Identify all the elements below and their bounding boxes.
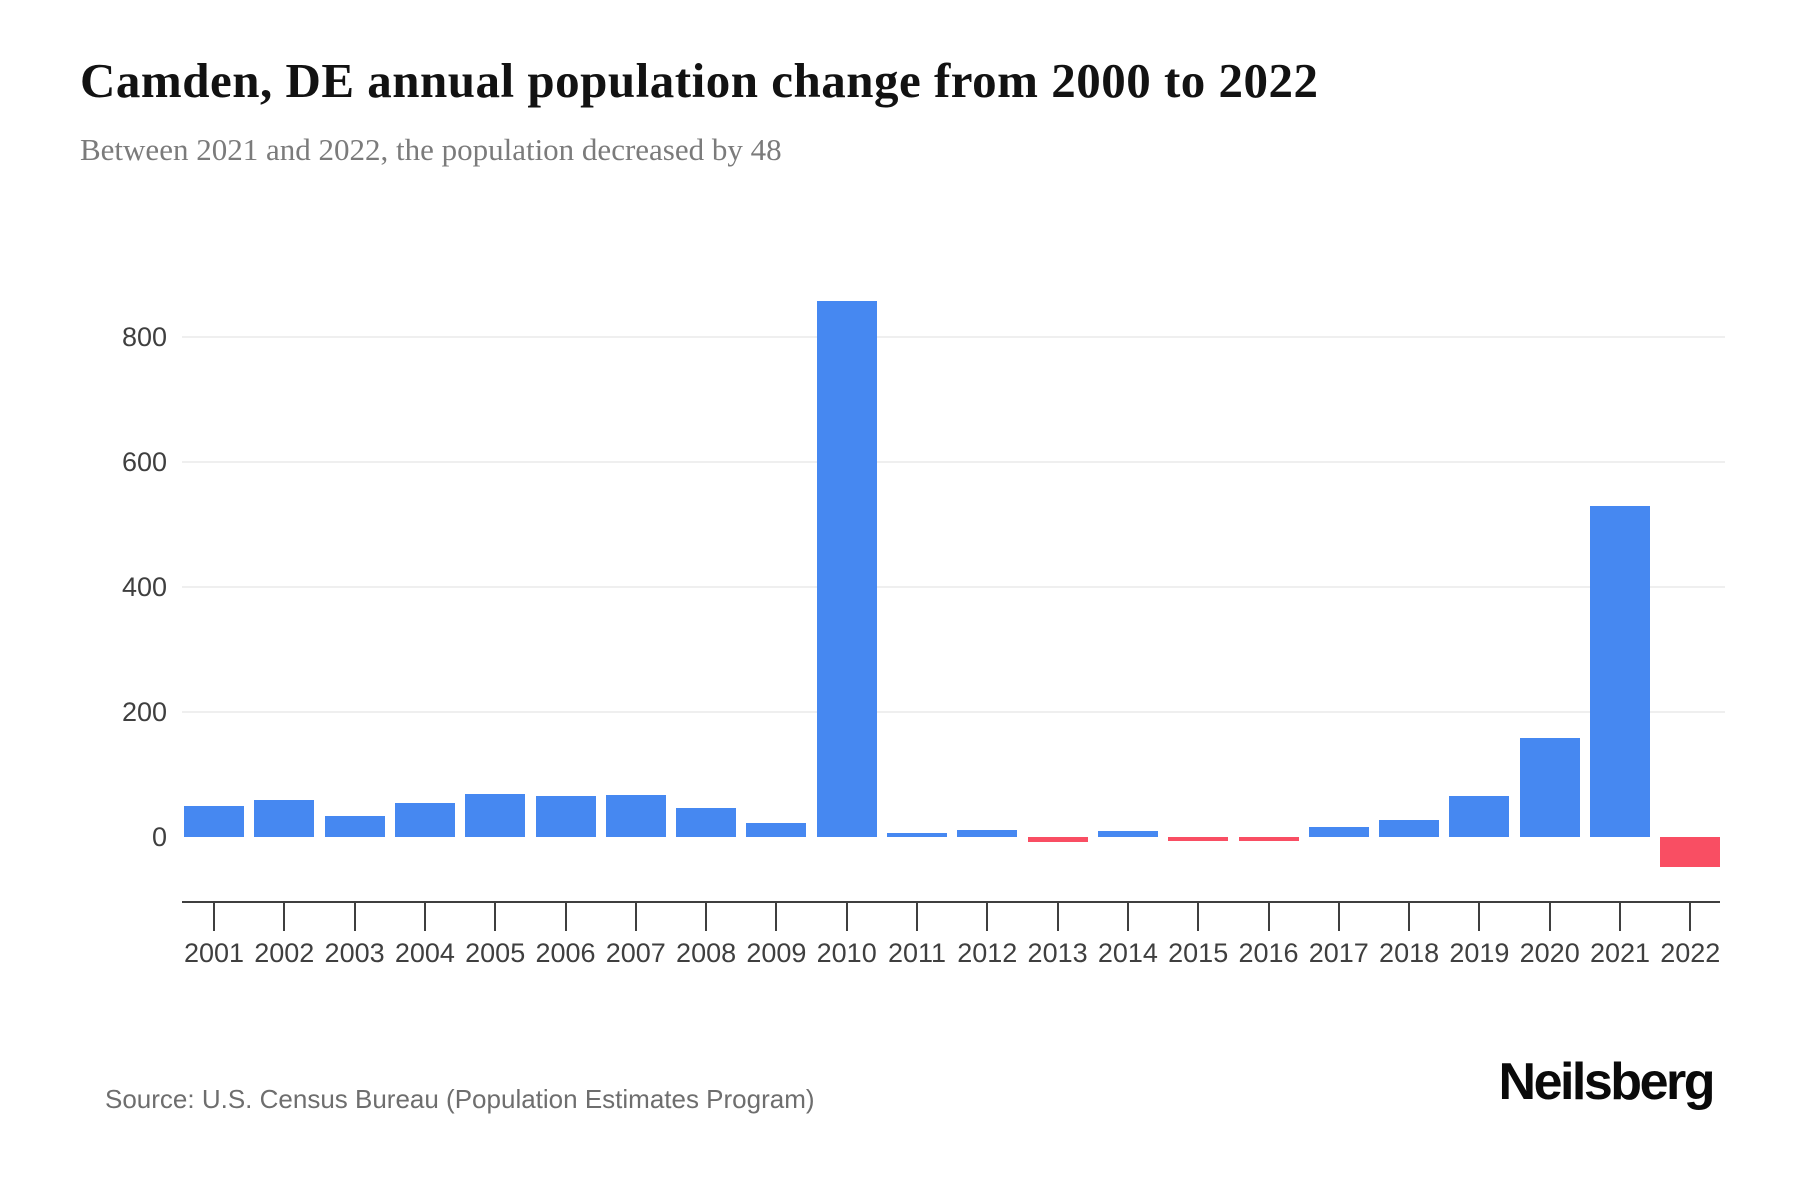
x-tick-label-2011: 2011 bbox=[887, 938, 947, 968]
bar-2004[interactable] bbox=[394, 802, 455, 837]
x-tick bbox=[1619, 903, 1621, 931]
x-tick-label-2004: 2004 bbox=[394, 938, 455, 968]
x-tick bbox=[1197, 903, 1200, 931]
neilsberg-logo: Neilsberg bbox=[1498, 1053, 1716, 1111]
x-tick bbox=[1689, 903, 1692, 931]
bar-2021[interactable] bbox=[1590, 505, 1650, 837]
gridline-600 bbox=[182, 461, 1725, 463]
x-tick bbox=[283, 903, 286, 931]
x-tick bbox=[1337, 903, 1340, 931]
bar-2012[interactable] bbox=[957, 829, 1018, 837]
y-axis-label: 400 bbox=[121, 572, 167, 602]
bar-2014[interactable] bbox=[1097, 830, 1158, 837]
x-tick bbox=[916, 903, 918, 931]
x-tick bbox=[1478, 903, 1481, 931]
bar-2017[interactable] bbox=[1308, 827, 1369, 837]
x-tick bbox=[1126, 903, 1129, 931]
source-note: Source: U.S. Census Bureau (Population E… bbox=[105, 1084, 815, 1114]
bar-2011[interactable] bbox=[887, 833, 947, 837]
x-tick bbox=[1056, 903, 1059, 931]
x-tick bbox=[564, 903, 567, 931]
x-tick-label-2019: 2019 bbox=[1449, 938, 1510, 968]
x-tick-label-2006: 2006 bbox=[535, 938, 596, 968]
chart-title: Camden, DE annual population change from… bbox=[80, 53, 1319, 108]
bar-2010[interactable] bbox=[816, 300, 877, 837]
x-tick-label-2017: 2017 bbox=[1308, 938, 1369, 968]
bar-2003[interactable] bbox=[324, 816, 385, 837]
x-tick bbox=[775, 903, 778, 931]
y-axis-label: 200 bbox=[121, 697, 167, 727]
x-tick bbox=[986, 903, 989, 931]
bar-2016[interactable] bbox=[1238, 837, 1299, 841]
x-tick-label-2007: 2007 bbox=[605, 938, 666, 968]
x-tick-label-2003: 2003 bbox=[324, 938, 385, 968]
gridline-800 bbox=[182, 336, 1725, 338]
bar-2009[interactable] bbox=[746, 822, 807, 837]
x-axis-line bbox=[182, 901, 1720, 903]
bar-2007[interactable] bbox=[605, 795, 666, 837]
x-tick bbox=[353, 903, 356, 931]
chart-subtitle: Between 2021 and 2022, the population de… bbox=[80, 132, 782, 167]
x-tick-label-2013: 2013 bbox=[1027, 938, 1088, 968]
x-tick-label-2002: 2002 bbox=[254, 938, 315, 968]
x-tick-label-2018: 2018 bbox=[1379, 938, 1440, 968]
y-axis-label: 0 bbox=[151, 822, 167, 852]
x-tick-label-2015: 2015 bbox=[1168, 938, 1229, 968]
bar-2018[interactable] bbox=[1379, 819, 1440, 837]
x-tick bbox=[423, 903, 426, 931]
x-tick-label-2012: 2012 bbox=[957, 938, 1018, 968]
x-tick-label-2009: 2009 bbox=[746, 938, 807, 968]
x-tick bbox=[213, 903, 215, 931]
y-axis-label: 600 bbox=[121, 447, 167, 477]
x-tick bbox=[1267, 903, 1270, 931]
bar-2002[interactable] bbox=[254, 799, 315, 837]
x-tick bbox=[845, 903, 848, 931]
bar-2020[interactable] bbox=[1519, 738, 1580, 837]
bar-2001[interactable] bbox=[184, 805, 244, 837]
x-tick-label-2008: 2008 bbox=[676, 938, 737, 968]
gridline-400 bbox=[182, 586, 1725, 588]
x-tick-label-2021: 2021 bbox=[1589, 938, 1651, 968]
bar-2019[interactable] bbox=[1449, 795, 1510, 837]
bar-2013[interactable] bbox=[1027, 837, 1088, 842]
x-tick-label-2014: 2014 bbox=[1097, 938, 1158, 968]
bar-2022[interactable] bbox=[1660, 837, 1721, 867]
x-tick bbox=[634, 903, 637, 931]
x-tick-label-2020: 2020 bbox=[1519, 938, 1580, 968]
bar-2015[interactable] bbox=[1168, 837, 1229, 842]
bar-2005[interactable] bbox=[465, 793, 526, 837]
bar-2006[interactable] bbox=[535, 796, 596, 837]
x-tick-label-2016: 2016 bbox=[1238, 938, 1299, 968]
x-tick-label-2022: 2022 bbox=[1660, 938, 1721, 968]
bar-2008[interactable] bbox=[676, 808, 737, 837]
x-tick-label-2010: 2010 bbox=[816, 938, 877, 968]
x-tick bbox=[1548, 903, 1551, 931]
y-axis-label: 800 bbox=[121, 322, 167, 352]
x-tick bbox=[705, 903, 708, 931]
x-tick-label-2001: 2001 bbox=[183, 938, 245, 968]
x-tick bbox=[494, 903, 497, 931]
gridline-200 bbox=[182, 711, 1725, 713]
x-tick-label-2005: 2005 bbox=[465, 938, 526, 968]
x-tick bbox=[1408, 903, 1411, 931]
